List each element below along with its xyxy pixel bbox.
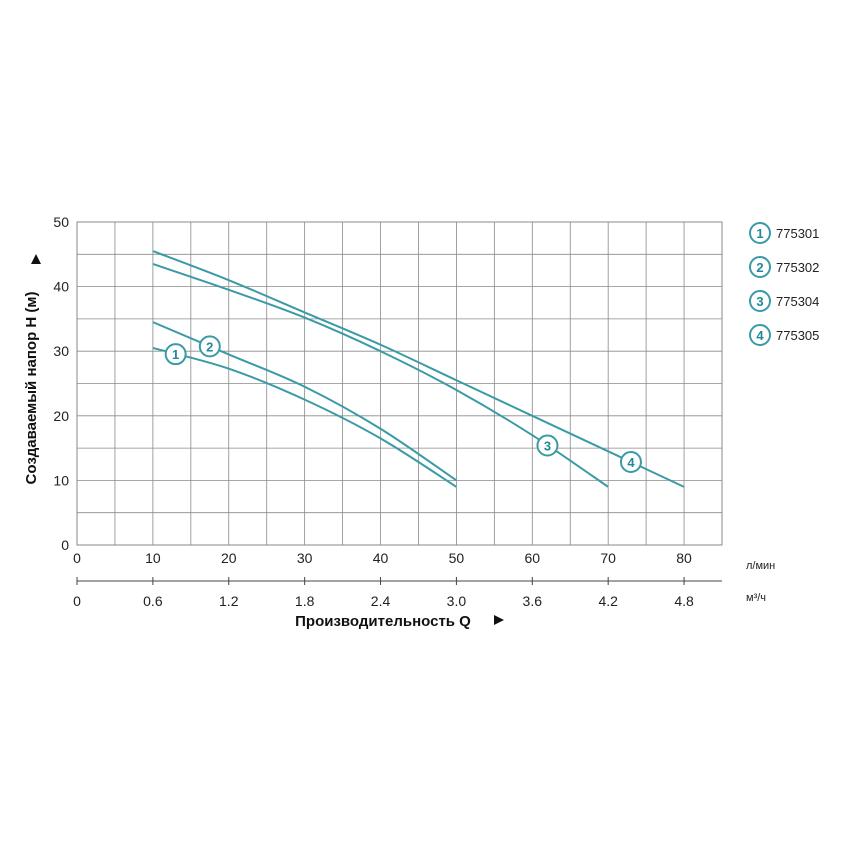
marker-number: 4 [627, 455, 635, 470]
y-axis-arrow-icon [31, 254, 41, 264]
legend-label: 775305 [776, 328, 819, 343]
x-tick-label-primary: 0 [73, 550, 81, 566]
x-tick-label-secondary: 4.8 [674, 593, 694, 609]
legend: 1 775301 2 775302 3 775304 4 775305 [749, 222, 819, 346]
legend-marker-number: 1 [756, 226, 763, 241]
legend-label: 775304 [776, 294, 819, 309]
y-tick-label: 40 [53, 279, 69, 295]
curve-marker-3: 3 [536, 434, 559, 457]
y-axis-ticks: 0 10 20 30 40 50 [53, 214, 69, 553]
y-tick-label: 10 [53, 472, 69, 488]
legend-marker-number: 2 [756, 260, 763, 275]
x-tick-label-secondary: 1.2 [219, 593, 239, 609]
legend-item: 1 775301 [749, 222, 819, 244]
x-tick-label-primary: 10 [145, 550, 161, 566]
legend-marker-number: 4 [756, 328, 764, 343]
curve-marker-4: 4 [619, 450, 642, 473]
legend-item: 2 775302 [749, 256, 819, 278]
x-tick-label-primary: 80 [676, 550, 692, 566]
y-tick-label: 0 [61, 537, 69, 553]
x-tick-label-primary: 70 [600, 550, 616, 566]
marker-circle [198, 335, 221, 358]
y-axis-title: Создаваемый напор Н (м) [23, 292, 40, 485]
x-axis-arrow-icon [494, 615, 504, 625]
x-tick-label-primary: 20 [221, 550, 237, 566]
x-tick-label-secondary: 3.6 [523, 593, 543, 609]
legend-marker [749, 324, 771, 346]
curve-775305 [152, 250, 685, 488]
x-tick-label-primary: 50 [449, 550, 465, 566]
x-tick-label-primary: 30 [297, 550, 313, 566]
marker-circle [164, 343, 187, 366]
marker-number: 1 [172, 347, 179, 362]
legend-marker [749, 256, 771, 278]
curve-775301 [152, 347, 457, 488]
x-axis-unit-secondary: м³/ч [746, 592, 766, 604]
curve-marker-1: 1 [164, 343, 187, 366]
grid [76, 221, 723, 546]
curve-775304 [152, 263, 609, 488]
y-tick-label: 30 [53, 343, 69, 359]
curve-marker-2: 2 [198, 335, 221, 358]
x-axis-title: Производительность Q [295, 613, 471, 630]
marker-circle [536, 434, 559, 457]
x-tick-label-secondary: 0 [73, 593, 81, 609]
axis-arrows [31, 254, 504, 625]
curve-markers: 1 2 3 4 [164, 335, 642, 473]
legend-item: 4 775305 [749, 324, 819, 346]
legend-item: 3 775304 [749, 290, 819, 312]
x-tick-label-secondary: 4.2 [598, 593, 618, 609]
x-tick-label-primary: 60 [525, 550, 541, 566]
x-tick-label-secondary: 0.6 [143, 593, 163, 609]
y-tick-label: 20 [53, 408, 69, 424]
x-tick-label-primary: 40 [373, 550, 389, 566]
x-tick-label-secondary: 3.0 [447, 593, 467, 609]
legend-marker-number: 3 [756, 294, 763, 309]
x-axis-unit-primary: л/мин [746, 560, 775, 572]
x-axis-ticks: 0 10 20 30 40 50 60 70 80 0 0.6 1.2 1.8 2.4 3.0 3.6 4.2 4… [73, 550, 722, 609]
x-tick-label-secondary: 2.4 [371, 593, 391, 609]
legend-marker [749, 290, 771, 312]
marker-number: 3 [544, 439, 551, 454]
legend-label: 775301 [776, 226, 819, 241]
marker-number: 2 [206, 339, 213, 354]
legend-label: 775302 [776, 260, 819, 275]
marker-circle [619, 450, 642, 473]
y-tick-label: 50 [53, 214, 69, 230]
x-tick-label-secondary: 1.8 [295, 593, 315, 609]
legend-marker [749, 222, 771, 244]
